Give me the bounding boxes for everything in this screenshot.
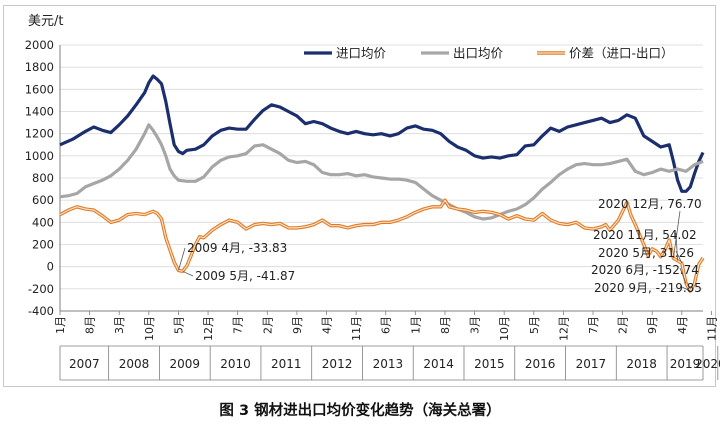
series-line-export — [59, 123, 704, 221]
y-tick-label: 1800 — [25, 60, 54, 74]
x-month-label: 10月 — [143, 316, 156, 341]
legend-label-diff: 价差（进口-出口） — [569, 46, 674, 61]
x-year-label: 2020 — [695, 357, 720, 371]
series-line-diff-inner — [59, 199, 704, 292]
x-month-label: 3月 — [113, 316, 126, 334]
x-year-label: 2008 — [119, 357, 150, 371]
x-year-label: 2019 — [670, 357, 701, 371]
x-year-label: 2016 — [525, 357, 556, 371]
y-tick-label: 1200 — [25, 127, 54, 141]
x-month-label: 4月 — [321, 316, 334, 334]
annotation-leader — [182, 270, 194, 277]
y-tick-label: -400 — [28, 304, 54, 318]
y-tick-label: 800 — [32, 171, 54, 185]
x-month-label: 10月 — [498, 316, 511, 341]
figure-caption: 图 3 钢材进出口均价变化趋势（海关总署） — [219, 403, 501, 419]
x-year-label: 2007 — [69, 357, 100, 371]
y-tick-label: 2000 — [25, 38, 54, 52]
y-axis-unit: 美元/t — [28, 14, 63, 29]
x-month-label: 5月 — [528, 316, 541, 334]
x-month-label: 4月 — [676, 316, 689, 334]
x-month-label: 5月 — [172, 316, 185, 334]
x-month-label: 8月 — [439, 316, 452, 334]
y-tick-label: 1000 — [25, 149, 54, 163]
x-month-label: 9月 — [646, 316, 659, 334]
annotation-label: 2009 5月, -41.87 — [195, 269, 295, 283]
annotation-label: 2020 12月, 76.70 — [598, 197, 702, 211]
y-tick-label: 400 — [32, 215, 54, 229]
x-month-label: 7月 — [587, 316, 600, 334]
x-year-label: 2013 — [373, 357, 404, 371]
x-month-label: 12月 — [557, 316, 570, 341]
x-month-label: 9月 — [291, 316, 304, 334]
y-tick-label: 0 — [47, 260, 54, 274]
annotation-leader — [679, 267, 687, 284]
x-year-label: 2011 — [271, 357, 302, 371]
annotation-label: 2009 4月, -33.83 — [187, 241, 287, 255]
x-month-label: 1月 — [409, 316, 422, 334]
x-month-label: 3月 — [469, 316, 482, 334]
x-month-label: 1月 — [54, 316, 67, 334]
y-tick-label: 600 — [32, 193, 54, 207]
legend-label-import: 进口均价 — [336, 46, 387, 61]
series-line-import — [59, 74, 705, 193]
annotation-leader — [675, 250, 683, 264]
x-year-label: 2010 — [220, 357, 251, 371]
y-tick-label: 1600 — [25, 82, 54, 96]
chart-frame — [3, 5, 716, 387]
annotation-label: 2020 6月, -152.74 — [591, 263, 699, 277]
x-month-label: 7月 — [232, 316, 245, 334]
x-year-label: 2014 — [423, 357, 454, 371]
annotation-leader — [672, 210, 681, 259]
legend-label-export: 出口均价 — [453, 46, 504, 61]
x-month-label: 6月 — [380, 316, 393, 334]
x-month-label: 2月 — [261, 316, 274, 334]
x-month-label: 11月 — [350, 316, 363, 341]
x-month-label: 8月 — [84, 316, 97, 334]
y-tick-label: 1400 — [25, 105, 54, 119]
annotation-label: 2020 11月, 54.02 — [593, 228, 697, 242]
x-year-label: 2015 — [474, 357, 505, 371]
price-trend-chart: -400 -200 0 200 400 600 800 1000 1200 1400 1600 180… — [25, 14, 720, 381]
x-year-label: 2018 — [626, 357, 657, 371]
annotation-leader — [178, 247, 186, 271]
annotation-leader — [675, 232, 679, 261]
x-year-label: 2017 — [576, 357, 607, 371]
annotation-label: 2020 9月, -219.85 — [594, 281, 702, 295]
x-year-label: 2009 — [170, 357, 201, 371]
y-tick-label: 200 — [32, 238, 54, 252]
annotation-label: 2020 5月, 31.26 — [598, 246, 694, 260]
y-tick-label: -200 — [28, 282, 54, 296]
x-year-label: 2012 — [322, 357, 353, 371]
x-month-label: 2月 — [617, 316, 630, 334]
annotation-leader — [679, 285, 691, 292]
x-month-label: 12月 — [202, 316, 215, 341]
x-month-label: 11月 — [705, 316, 718, 341]
